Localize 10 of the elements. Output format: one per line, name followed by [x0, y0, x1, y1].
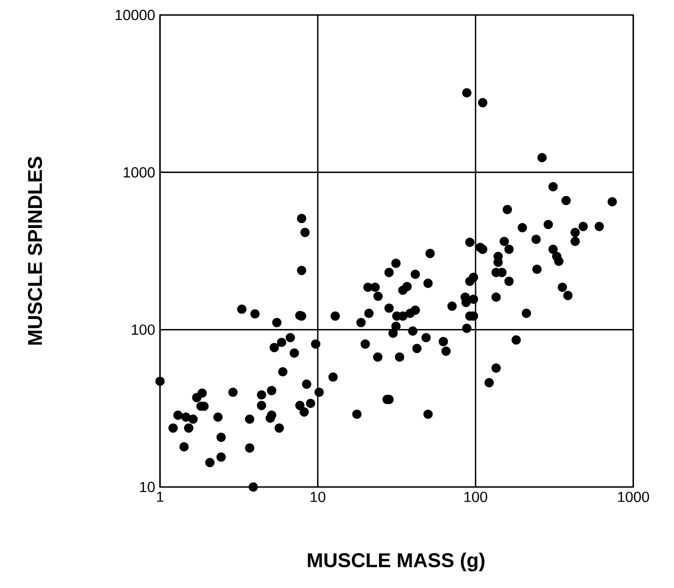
y-tick-label: 10 [140, 482, 155, 492]
x-tick-label: 1 [157, 492, 164, 502]
x-tick-label: 10 [310, 492, 326, 502]
y-tick-label: 10000 [116, 10, 155, 20]
x-tick-label: 100 [464, 492, 488, 502]
x-tick-label: 1000 [618, 492, 650, 502]
y-axis-title: MUSCLE SPINDLES [28, 156, 42, 345]
x-axis-title: MUSCLE MASS (g) [308, 552, 484, 572]
y-tick-label: 1000 [124, 167, 155, 178]
y-tick-label: 100 [132, 324, 155, 335]
